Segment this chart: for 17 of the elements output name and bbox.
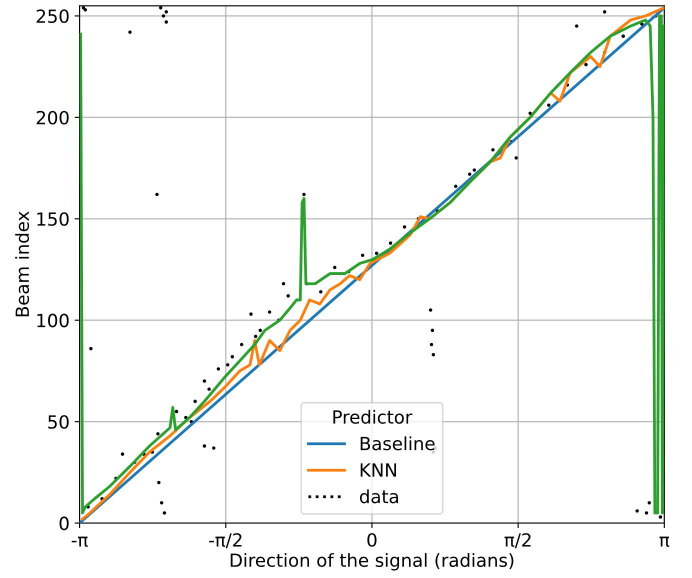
y-tick-label: 0 bbox=[60, 516, 69, 530]
legend-title: Predictor bbox=[333, 410, 412, 424]
y-tick-label: 250 bbox=[36, 9, 69, 24]
legend-label: data bbox=[360, 489, 398, 504]
y-tick-label: 50 bbox=[48, 415, 69, 429]
y-tick-label: 100 bbox=[37, 314, 69, 328]
y-axis-title: Beam index bbox=[15, 211, 30, 316]
legend-label: Baseline bbox=[360, 436, 435, 450]
legend-label: KNN bbox=[360, 463, 396, 477]
y-tick-label: 150 bbox=[37, 212, 69, 226]
x-tick-label: -π bbox=[72, 536, 88, 547]
x-tick-label: -π/2 bbox=[209, 533, 242, 548]
y-tick-label: 200 bbox=[36, 110, 69, 124]
x-axis-title: Direction of the signal (radians) bbox=[230, 553, 514, 571]
x-tick-label: π bbox=[660, 536, 670, 547]
x-tick-label: 0 bbox=[367, 533, 376, 547]
x-tick-label: π/2 bbox=[504, 533, 531, 548]
